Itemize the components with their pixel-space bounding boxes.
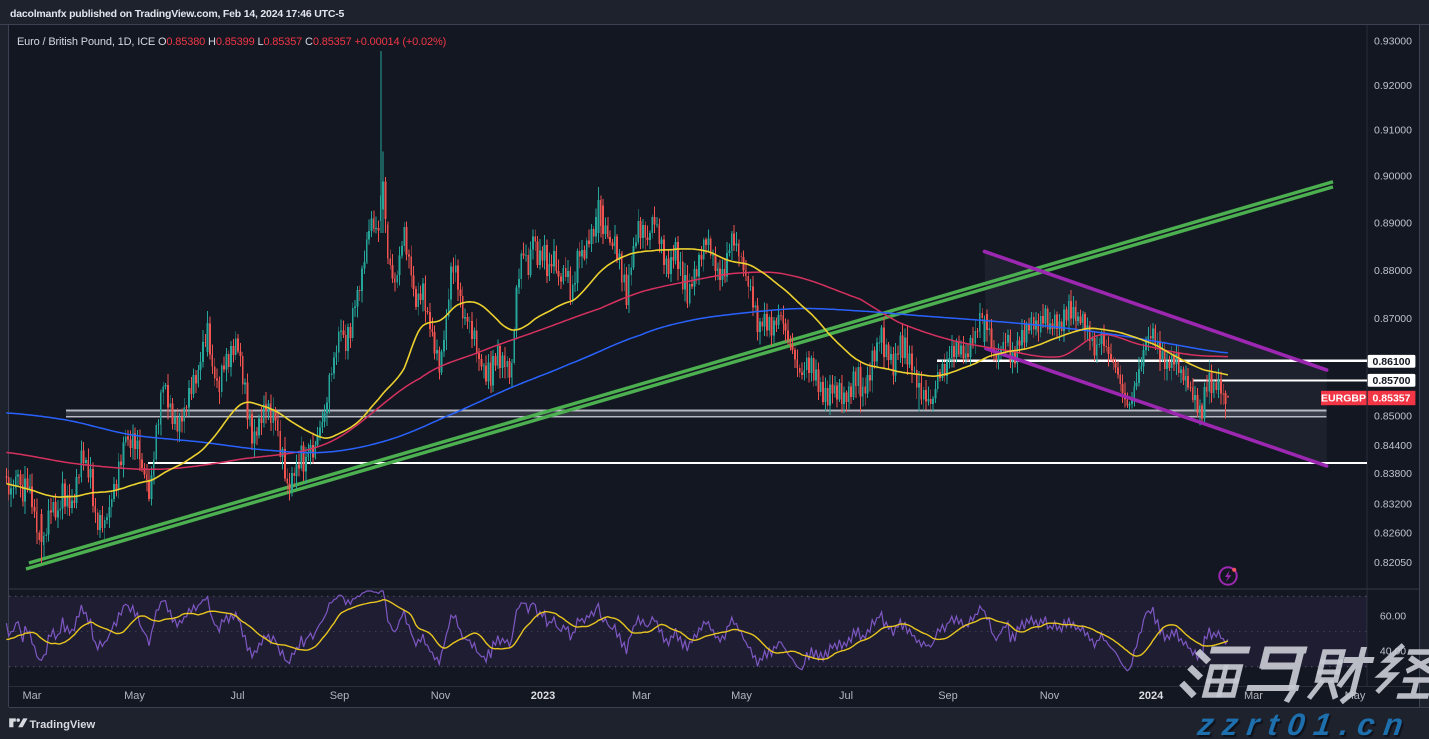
svg-text:0.90000: 0.90000: [1374, 171, 1412, 183]
svg-text:May: May: [124, 690, 145, 702]
svg-text:0.82050: 0.82050: [1374, 557, 1412, 569]
svg-text:Jul: Jul: [230, 690, 244, 702]
svg-text:0.89000: 0.89000: [1374, 218, 1412, 230]
svg-text:May: May: [731, 690, 752, 702]
svg-text:0.92000: 0.92000: [1374, 80, 1412, 92]
svg-text:0.83800: 0.83800: [1374, 468, 1412, 480]
svg-text:2024: 2024: [1139, 690, 1164, 702]
svg-text:Sep: Sep: [330, 690, 350, 702]
svg-text:Nov: Nov: [1040, 690, 1060, 702]
svg-text:2023: 2023: [531, 690, 555, 702]
svg-text:Euro / British Pound, 1D, ICE: Euro / British Pound, 1D, ICE O0.85380 H…: [17, 36, 446, 48]
svg-text:0.91000: 0.91000: [1374, 125, 1412, 137]
svg-text:Mar: Mar: [23, 690, 42, 702]
svg-text:0.84400: 0.84400: [1374, 440, 1412, 452]
svg-text:EURGBP: EURGBP: [1321, 393, 1366, 405]
svg-text:0.83200: 0.83200: [1374, 498, 1412, 510]
svg-text:Mar: Mar: [632, 690, 651, 702]
svg-text:0.85700: 0.85700: [1373, 375, 1411, 387]
svg-text:Jul: Jul: [839, 690, 853, 702]
svg-text:Sep: Sep: [938, 690, 958, 702]
svg-text:0.88000: 0.88000: [1374, 265, 1412, 277]
svg-text:0.86100: 0.86100: [1373, 356, 1411, 368]
svg-text:Mar: Mar: [1244, 690, 1263, 702]
svg-text:0.82600: 0.82600: [1374, 528, 1412, 540]
svg-text:TradingView: TradingView: [30, 719, 96, 731]
svg-text:dacolmanfx published on Tradin: dacolmanfx published on TradingView.com,…: [10, 8, 345, 20]
svg-text:0.85357: 0.85357: [1373, 393, 1411, 405]
svg-text:0.85000: 0.85000: [1374, 411, 1412, 423]
svg-text:0.87000: 0.87000: [1374, 313, 1412, 325]
svg-text:0.93000: 0.93000: [1374, 36, 1412, 48]
svg-text:60.00: 60.00: [1380, 611, 1406, 623]
svg-text:Nov: Nov: [431, 690, 451, 702]
